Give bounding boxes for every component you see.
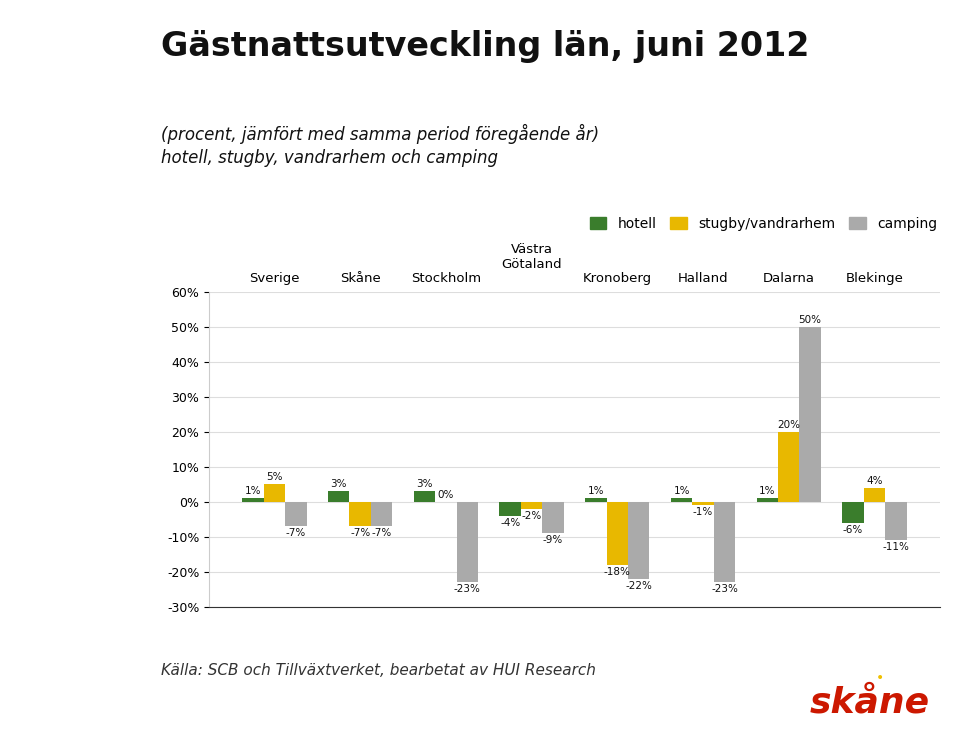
Text: (procent, jämfört med samma period föregående år)
hotell, stugby, vandrarhem och: (procent, jämfört med samma period föreg… (161, 124, 599, 167)
Text: -18%: -18% (604, 567, 631, 577)
Bar (800, 327, 821, 502)
Text: -7%: -7% (350, 528, 370, 539)
Text: -9%: -9% (543, 536, 563, 545)
Bar (371, 502, 392, 527)
Text: -7%: -7% (371, 528, 391, 539)
Bar (264, 485, 285, 502)
Text: 1%: 1% (245, 486, 261, 497)
Text: skane.com: skane.com (31, 26, 102, 39)
Bar (671, 498, 692, 502)
Text: skåne: skåne (810, 685, 930, 719)
Text: -23%: -23% (454, 584, 480, 594)
Text: 3%: 3% (416, 479, 433, 489)
Text: 1%: 1% (760, 486, 776, 497)
Bar (757, 498, 778, 502)
Text: •: • (877, 671, 884, 685)
Text: -2%: -2% (522, 511, 542, 521)
Text: Dalarna: Dalarna (762, 272, 815, 285)
Bar (628, 502, 649, 579)
Bar (243, 498, 264, 502)
Text: Blekinge: Blekinge (846, 272, 903, 285)
Text: 0%: 0% (437, 490, 454, 500)
Text: 1%: 1% (673, 486, 690, 497)
Bar (413, 491, 435, 502)
Text: Sverige: Sverige (249, 272, 299, 285)
Bar (542, 502, 564, 533)
Text: -1%: -1% (693, 507, 713, 518)
Bar (500, 502, 521, 516)
Bar (778, 432, 800, 502)
Text: -11%: -11% (882, 542, 909, 552)
Text: -4%: -4% (500, 518, 521, 528)
Bar (885, 502, 906, 540)
Bar (842, 502, 864, 523)
Bar (607, 502, 628, 565)
Text: 3%: 3% (331, 479, 347, 489)
Text: 1%: 1% (588, 486, 604, 497)
Legend: hotell, stugby/vandrarhem, camping: hotell, stugby/vandrarhem, camping (584, 211, 943, 237)
Bar (285, 502, 307, 527)
Text: Stockholm: Stockholm (410, 272, 480, 285)
Text: 4%: 4% (866, 476, 882, 486)
Text: Västra
Götaland: Västra Götaland (502, 243, 562, 271)
Bar (692, 502, 713, 506)
Text: 20%: 20% (777, 420, 800, 430)
Text: -6%: -6% (843, 525, 863, 535)
Text: Gästnattsutveckling län, juni 2012: Gästnattsutveckling län, juni 2012 (161, 30, 809, 63)
Bar (585, 498, 607, 502)
Bar (713, 502, 736, 582)
Text: Källa: SCB och Tillväxtverket, bearbetat av HUI Research: Källa: SCB och Tillväxtverket, bearbetat… (161, 663, 596, 678)
Text: -22%: -22% (625, 580, 652, 591)
Text: Halland: Halland (678, 272, 728, 285)
Bar (864, 488, 885, 502)
Text: 5%: 5% (267, 473, 283, 482)
Bar (349, 502, 371, 527)
Text: Skåne: Skåne (339, 272, 381, 285)
Bar (456, 502, 478, 582)
Text: -7%: -7% (286, 528, 306, 539)
Text: 50%: 50% (799, 315, 822, 325)
Bar (328, 491, 349, 502)
Bar (521, 502, 542, 509)
Text: Kronoberg: Kronoberg (583, 272, 652, 285)
Text: -23%: -23% (711, 584, 737, 594)
